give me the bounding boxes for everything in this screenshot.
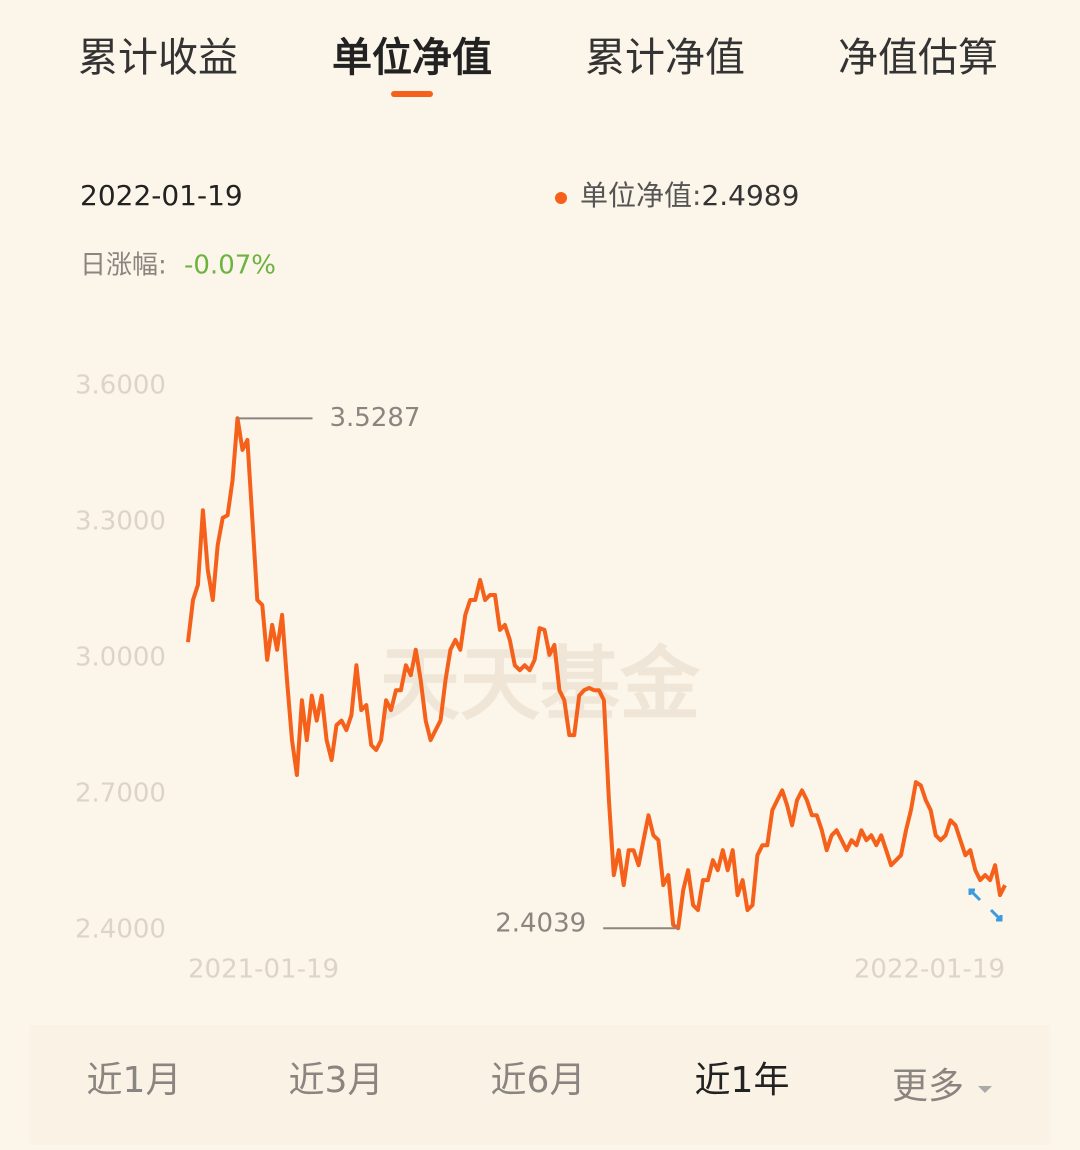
- tab[interactable]: 累计收益: [78, 35, 238, 81]
- more-arrow: [978, 1086, 992, 1093]
- period-button[interactable]: 近1月: [87, 1060, 182, 1101]
- y-tick-label: 2.7000: [75, 779, 166, 809]
- tab[interactable]: 单位净值: [332, 35, 492, 81]
- icon-part: [968, 888, 982, 902]
- legend-marker: [555, 192, 567, 204]
- x-tick-label: 2021-01-19: [188, 955, 339, 985]
- y-tick-label: 2.4000: [75, 915, 166, 945]
- min-annotation: 2.4039: [495, 909, 586, 939]
- change-value: -0.07%: [184, 251, 276, 281]
- icon-part: [989, 908, 1003, 922]
- max-annotation: 3.5287: [330, 403, 421, 433]
- change-label: 日涨幅:: [80, 251, 167, 281]
- tab[interactable]: 累计净值: [585, 35, 745, 81]
- period-button[interactable]: 更多: [892, 1066, 964, 1107]
- tab-underline: [391, 91, 433, 97]
- period-button[interactable]: 近1年: [695, 1060, 790, 1101]
- watermark: 天天基金: [380, 638, 701, 731]
- legend-entry: 单位净值:2.4989: [580, 179, 799, 212]
- y-tick-label: 3.0000: [75, 643, 166, 673]
- legend-label: 单位净值:: [580, 179, 701, 212]
- x-tick-label: 2022-01-19: [854, 955, 1005, 985]
- period-button[interactable]: 近6月: [491, 1060, 586, 1101]
- period-button[interactable]: 近3月: [289, 1060, 384, 1101]
- legend-value: 2.4989: [701, 179, 799, 212]
- y-tick-label: 3.6000: [75, 371, 166, 401]
- series-line: [186, 416, 1007, 931]
- expand-icon[interactable]: [968, 888, 1003, 922]
- info-date: 2022-01-19: [80, 179, 243, 212]
- period-bar: [30, 1025, 1050, 1145]
- tab[interactable]: 净值估算: [838, 35, 998, 81]
- y-tick-label: 3.3000: [75, 507, 166, 537]
